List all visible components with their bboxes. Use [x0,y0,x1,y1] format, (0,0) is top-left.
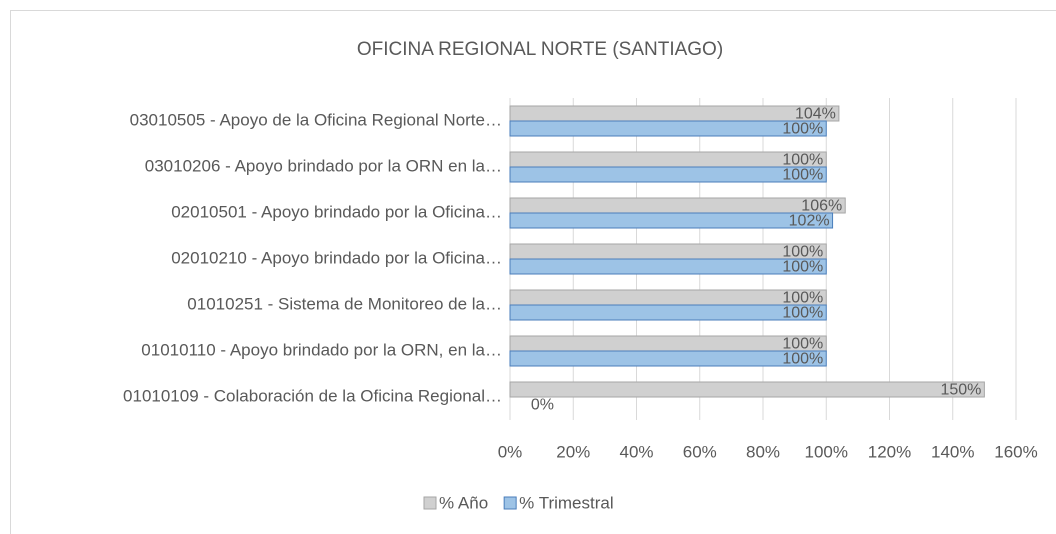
bar [509,350,827,367]
value-label: 150% [940,382,981,399]
category-label: 03010505 - Apoyo de la Oficina Regional … [130,110,502,129]
chart-title: OFICINA REGIONAL NORTE (SANTIAGO) [357,39,723,60]
value-label: 100% [782,167,823,184]
x-tick-label: 40% [619,442,653,461]
value-label: 100% [782,152,823,169]
value-label: 102% [789,213,830,230]
category-label: 01010251 - Sistema de Monitoreo de la… [187,294,502,313]
bar [509,105,840,122]
x-tick-label: 20% [556,442,590,461]
x-tick-label: 120% [868,442,911,461]
category-label: 02010501 - Apoyo brindado por la Oficina… [171,202,502,221]
value-label: 104% [795,106,836,123]
legend-label: % Año [439,493,488,512]
value-label: 100% [782,259,823,276]
x-tick-label: 60% [683,442,717,461]
value-label: 0% [531,397,554,414]
x-tick-label: 0% [498,442,523,461]
bar [509,304,827,321]
x-tick-label: 140% [931,442,974,461]
legend-swatch [503,496,517,510]
category-label: 01010109 - Colaboración de la Oficina Re… [123,386,502,405]
value-label: 100% [782,305,823,322]
x-tick-label: 160% [994,442,1037,461]
value-label: 100% [782,290,823,307]
bar [509,289,827,306]
category-label: 02010210 - Apoyo brindado por la Oficina… [171,248,502,267]
legend-swatch [423,496,437,510]
value-label: 106% [801,198,842,215]
x-tick-label: 80% [746,442,780,461]
bar [509,258,827,275]
bar [509,335,827,352]
value-label: 100% [782,244,823,261]
bar [509,120,827,137]
legend-label: % Trimestral [519,493,613,512]
bar [509,197,846,214]
value-label: 100% [782,336,823,353]
bar [509,212,834,229]
bar [509,151,827,168]
category-label: 03010206 - Apoyo brindado por la ORN en … [145,156,502,175]
value-label: 100% [782,351,823,368]
bar [509,243,827,260]
category-label: 01010110 - Apoyo brindado por la ORN, en… [141,340,502,359]
bar [509,381,985,398]
x-tick-label: 100% [805,442,848,461]
value-label: 100% [782,121,823,138]
bar [509,166,827,183]
